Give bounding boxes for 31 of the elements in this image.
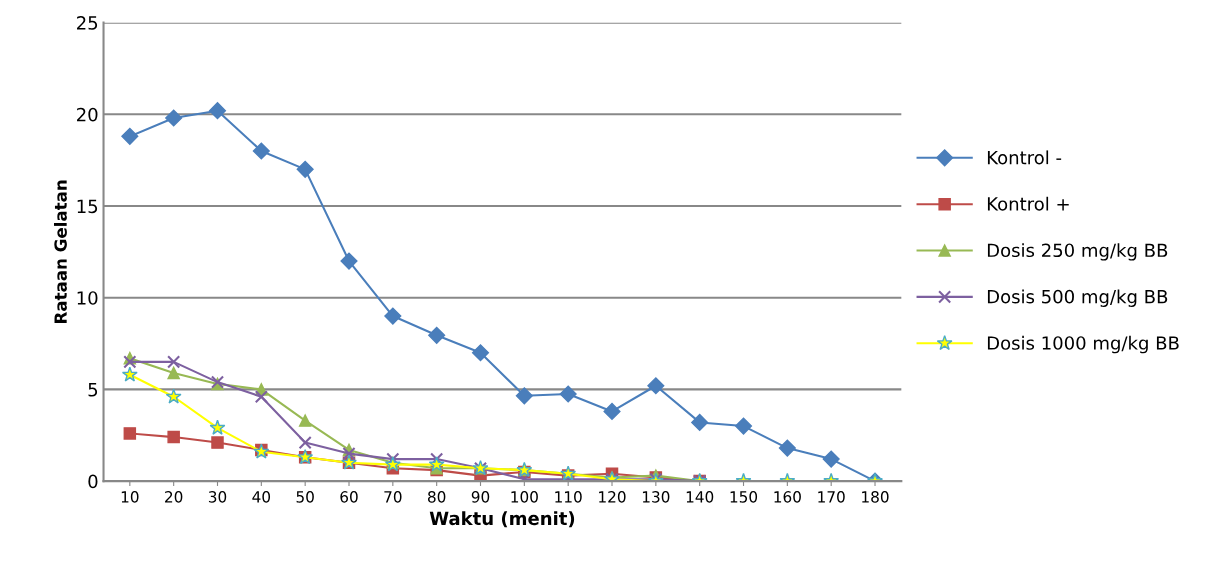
legend-label: Dosis 1000 mg/kg BB [987, 335, 1179, 354]
y-tick-label: 15 [77, 199, 98, 214]
x-tick-label: 150 [730, 491, 758, 503]
x-tick-label: 70 [384, 491, 402, 503]
y-tick-label: 0 [88, 474, 98, 489]
x-tick-label: 130 [642, 491, 670, 503]
y-tick-label: 5 [88, 383, 98, 397]
legend-label: Dosis 500 mg/kg BB [987, 289, 1168, 307]
x-tick-label: 160 [774, 491, 801, 503]
x-tick-label: 170 [818, 491, 845, 503]
x-tick-label: 100 [511, 491, 538, 503]
y-tick-label: 10 [77, 291, 98, 305]
x-tick-label: 20 [165, 491, 183, 503]
x-tick-label: 180 [862, 491, 889, 503]
x-tick-label: 60 [340, 491, 358, 503]
x-tick-label: 90 [471, 491, 490, 503]
legend-label: Kontrol - [987, 150, 1062, 165]
y-tick-label: 20 [77, 107, 98, 122]
x-axis-title: Waktu (menit) [429, 511, 575, 528]
legend-label: Dosis 250 mg/kg BB [987, 243, 1168, 261]
x-tick-label: 30 [208, 491, 227, 503]
legend-label: Kontrol + [987, 196, 1069, 211]
x-tick-label: 140 [686, 491, 714, 503]
x-tick-label: 10 [121, 491, 139, 503]
y-axis-title: Rataan Gelatan [54, 180, 67, 323]
x-tick-label: 80 [427, 491, 446, 503]
x-tick-label: 120 [599, 491, 626, 503]
y-tick-label: 25 [77, 16, 98, 30]
x-tick-label: 40 [252, 491, 271, 503]
x-tick-label: 110 [555, 491, 582, 503]
x-tick-label: 50 [296, 491, 314, 503]
